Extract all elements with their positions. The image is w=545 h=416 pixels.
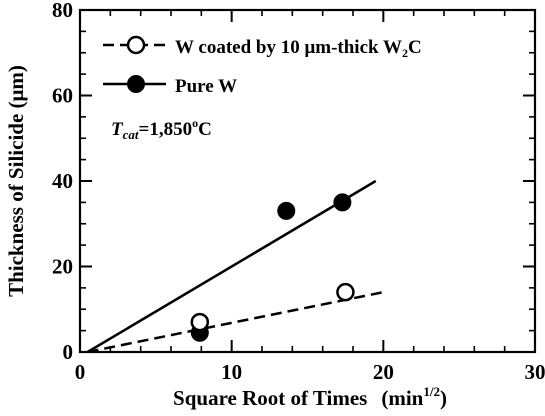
legend-label-coated-w-suffix: C bbox=[408, 37, 422, 58]
x-axis-label-sup: 1/2 bbox=[423, 384, 440, 399]
legend: W coated by 10 μm-thick W2C Pure W bbox=[103, 35, 422, 97]
x-axis-label-main: Square Root of Times bbox=[173, 386, 367, 410]
legend-item-pure-w: Pure W bbox=[103, 75, 237, 97]
legend-item-coated-w: W coated by 10 μm-thick W2C bbox=[103, 35, 422, 60]
data-point-pure-w bbox=[277, 201, 296, 220]
legend-label-coated-w: W coated by 10 μm-thick W2C bbox=[175, 37, 422, 60]
legend-marker-open-circle bbox=[126, 35, 146, 55]
data-point-coated-w bbox=[336, 282, 355, 302]
data-point-pure-w bbox=[333, 193, 352, 212]
fit-line-coated-w bbox=[87, 290, 384, 354]
x-axis-label: Square Root of Times (min1/2) bbox=[173, 384, 447, 410]
legend-label-pure-w: Pure W bbox=[175, 76, 237, 97]
fit-line-pure-w bbox=[86, 179, 377, 354]
y-tick-label: 20 bbox=[52, 255, 73, 279]
x-tick-label: 10 bbox=[221, 360, 242, 384]
axis-ticks bbox=[80, 10, 535, 352]
legend-marker-filled-circle bbox=[127, 75, 145, 93]
t-value: =1,850 bbox=[139, 119, 193, 140]
legend-label-coated-w-main: W coated by 10 μm-thick W bbox=[175, 37, 402, 58]
fit-lines bbox=[86, 179, 384, 354]
x-tick-label: 0 bbox=[75, 360, 86, 384]
x-tick-label: 20 bbox=[373, 360, 394, 384]
data-markers bbox=[190, 193, 355, 342]
y-axis-label: Thickness of Silicide (μm) bbox=[4, 65, 28, 297]
x-axis-label-unit: (min bbox=[381, 386, 423, 410]
y-tick-label: 60 bbox=[52, 84, 73, 108]
x-tick-label: 30 bbox=[525, 360, 545, 384]
temperature-annotation: Tcat=1,850oC bbox=[111, 116, 212, 142]
t-label: T bbox=[111, 119, 124, 140]
plot-frame bbox=[78, 8, 537, 354]
degree-sup: o bbox=[192, 116, 198, 130]
legend-label-coated-w-sub: 2 bbox=[402, 46, 408, 60]
data-point-coated-w bbox=[190, 312, 210, 332]
t-sub: cat bbox=[123, 127, 139, 142]
y-tick-label: 0 bbox=[63, 340, 74, 364]
x-axis-label-close: ) bbox=[440, 386, 447, 410]
t-unit: C bbox=[198, 119, 212, 140]
y-tick-label: 80 bbox=[52, 0, 73, 22]
axis-tick-labels: 0 10 20 30 0 20 40 60 80 bbox=[52, 0, 545, 384]
y-tick-label: 40 bbox=[52, 169, 73, 193]
